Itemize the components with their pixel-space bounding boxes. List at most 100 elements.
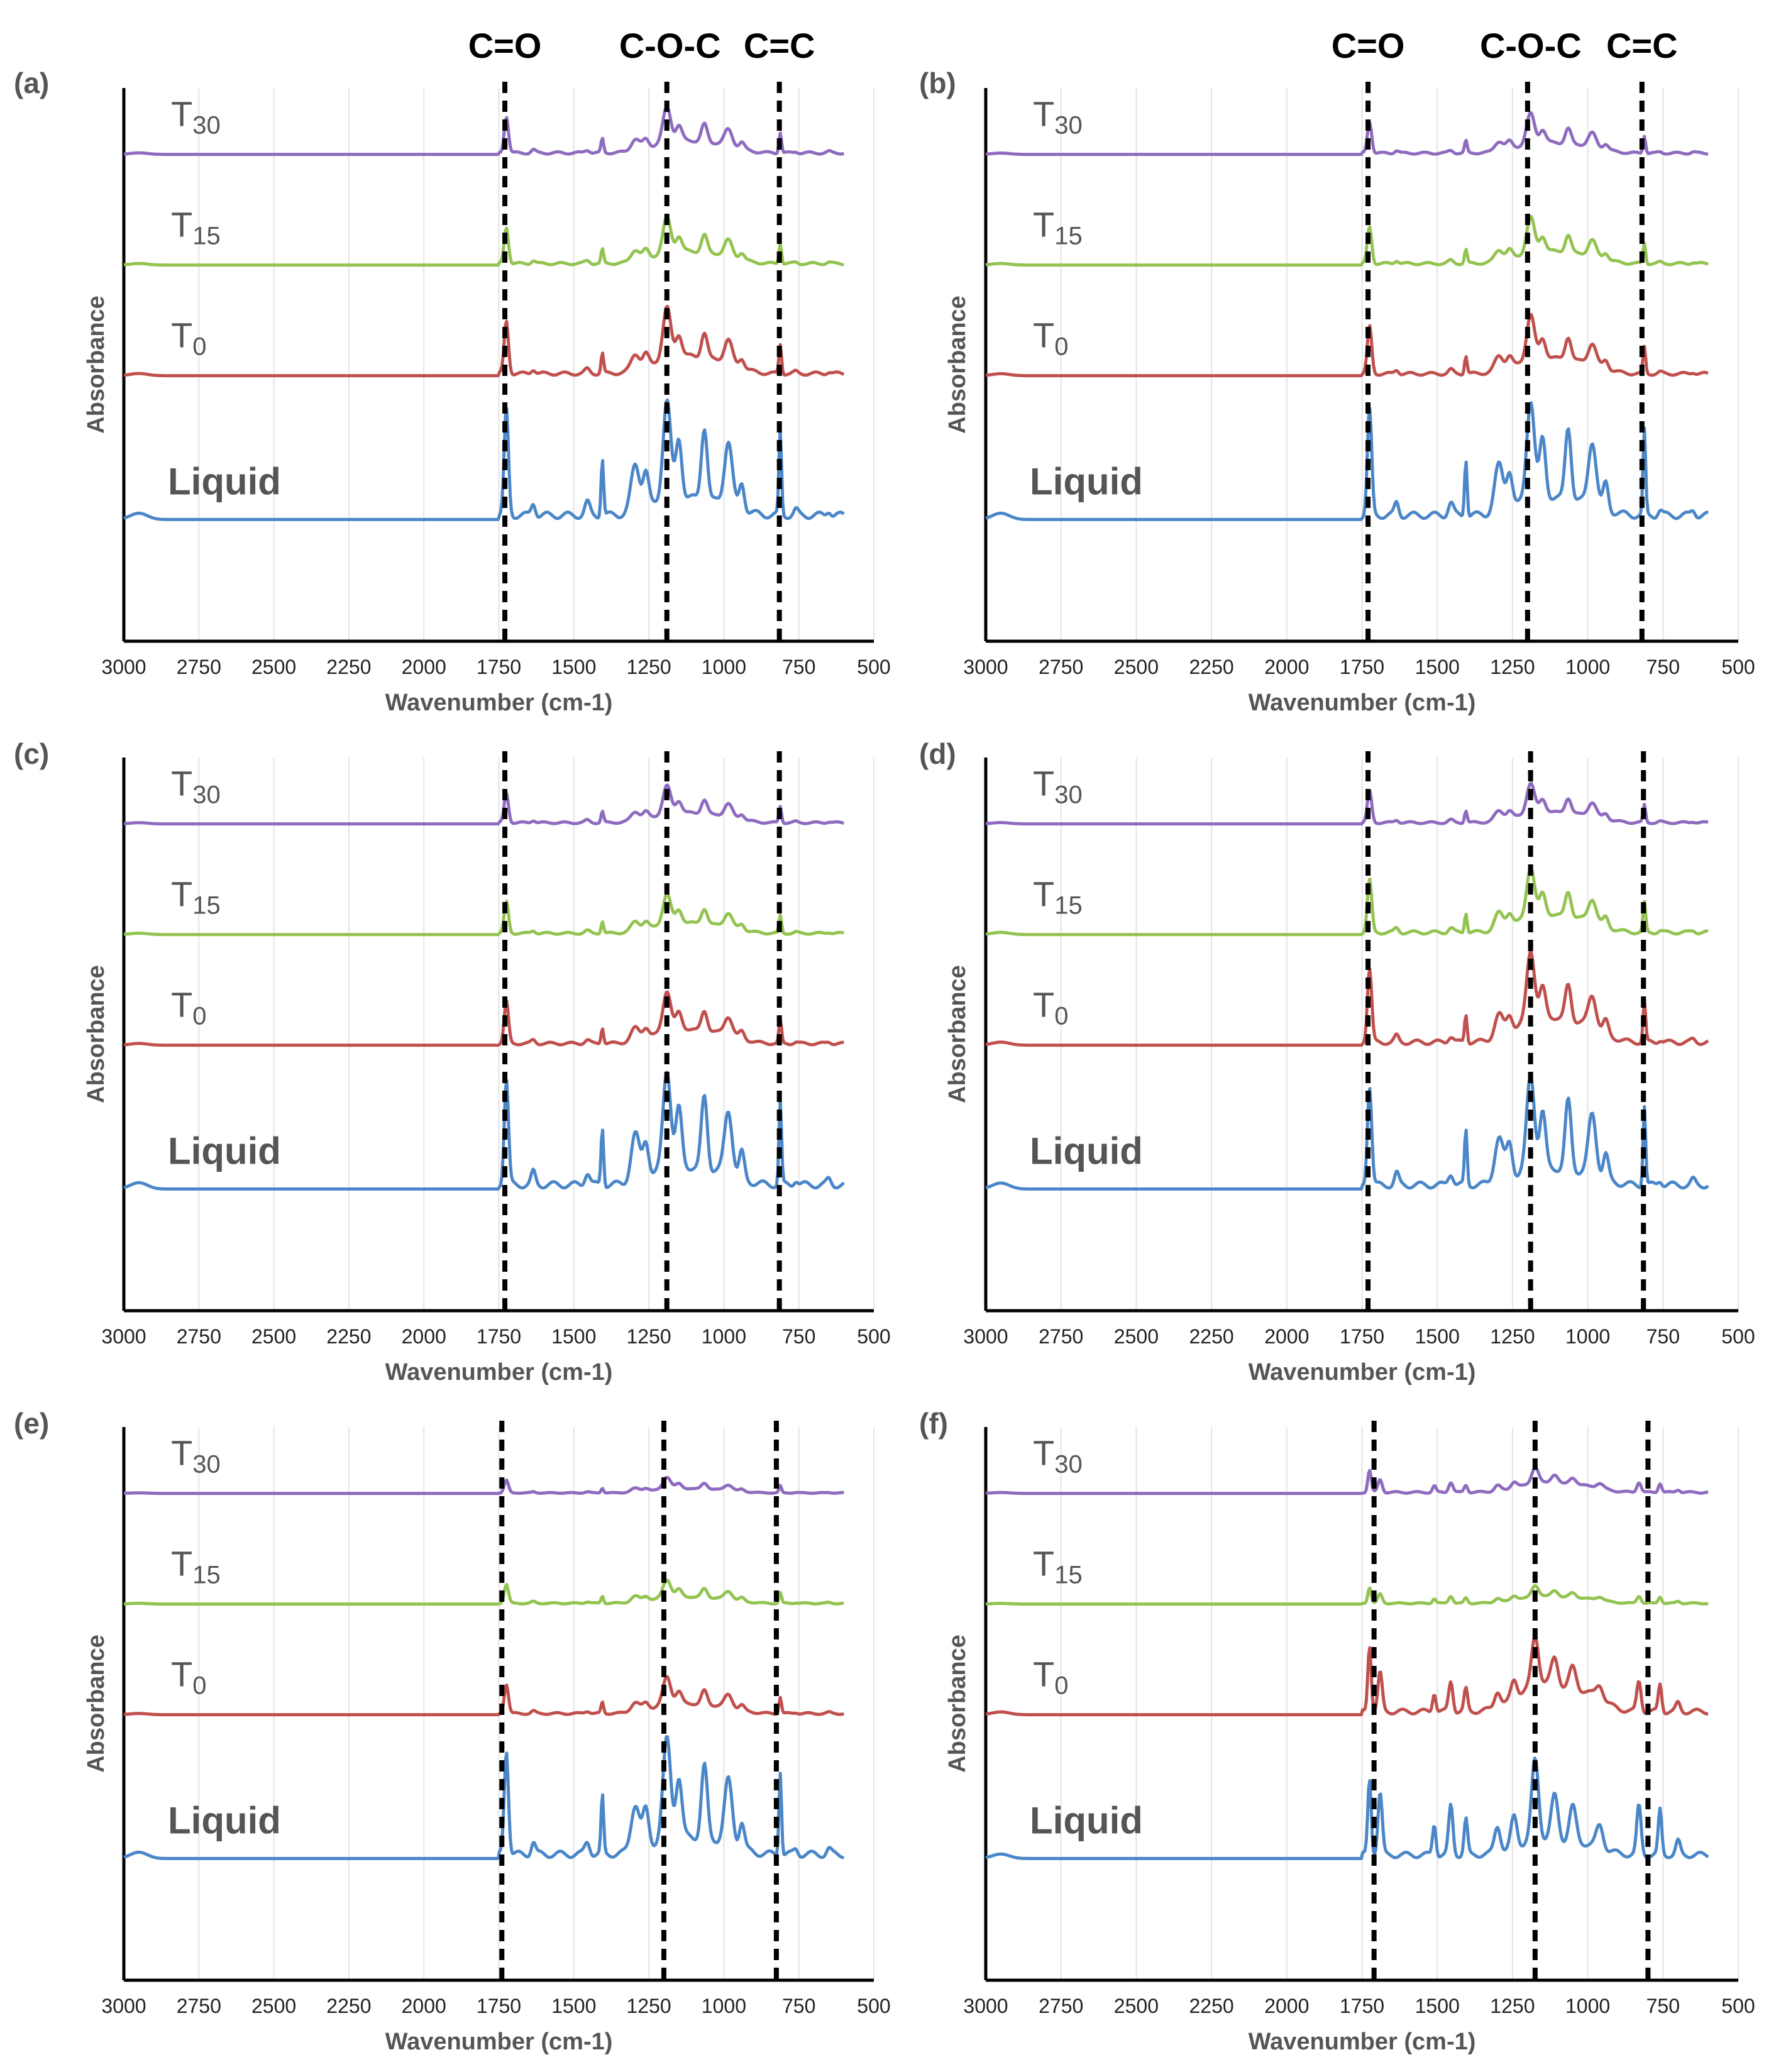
x-tick-label: 500 bbox=[1721, 1325, 1755, 1348]
series-label-liquid: Liquid bbox=[168, 1130, 281, 1172]
x-tick-label: 2000 bbox=[402, 1995, 446, 2017]
series-label-sub: 30 bbox=[1054, 1451, 1083, 1479]
panel-label: (f) bbox=[919, 1407, 948, 1440]
panel-label: (c) bbox=[14, 737, 49, 770]
x-tick-label: 2750 bbox=[1039, 1995, 1083, 2017]
x-tick-label: 2750 bbox=[177, 1325, 221, 1348]
series-label-t15: T15 bbox=[1033, 1544, 1083, 1589]
series-line-liquid bbox=[985, 401, 1709, 521]
series-line-liquid bbox=[123, 1071, 845, 1191]
x-tick-label: 2250 bbox=[326, 656, 371, 678]
x-tick-label: 1750 bbox=[1340, 1325, 1384, 1348]
x-tick-label: 2500 bbox=[251, 656, 296, 678]
series-label-sub: 30 bbox=[1054, 112, 1083, 140]
series-line-liquid bbox=[123, 1735, 844, 1860]
x-tick-label: 1250 bbox=[627, 1995, 671, 2017]
x-tick-label: 3000 bbox=[101, 656, 146, 678]
series-label-liquid: Liquid bbox=[1030, 460, 1143, 502]
series-line-t0 bbox=[123, 990, 844, 1047]
x-tick-label: 2000 bbox=[1264, 1325, 1309, 1348]
x-tick-label: 2750 bbox=[177, 1995, 221, 2017]
series-label-t15: T15 bbox=[171, 1544, 221, 1589]
x-tick-label: 2000 bbox=[402, 656, 446, 678]
series-label-t0: T0 bbox=[171, 316, 206, 361]
y-axis-title: Absorbance bbox=[944, 965, 971, 1103]
series-line-t0 bbox=[985, 951, 1709, 1047]
band-label-ceqo: C=O bbox=[468, 26, 542, 65]
series-label-t30: T30 bbox=[171, 94, 221, 140]
x-tick-label: 1750 bbox=[1340, 1995, 1384, 2017]
series-label-main: T bbox=[171, 985, 192, 1025]
series-label-main: T bbox=[171, 764, 192, 803]
x-tick-label: 1500 bbox=[1415, 656, 1460, 678]
x-tick-label: 1250 bbox=[1490, 1995, 1535, 2017]
panel-d: 3000 2750 2500 2250 2000 1750 1500 1250 1000 750 5… bbox=[919, 737, 1755, 1386]
x-axis-title: Wavenumber (cm-1) bbox=[385, 690, 613, 716]
series-label-liquid: Liquid bbox=[1030, 1130, 1143, 1172]
series-label-sub: 0 bbox=[192, 1003, 206, 1030]
x-tick-label: 2000 bbox=[402, 1325, 446, 1348]
x-tick-label: 1250 bbox=[1490, 1325, 1535, 1348]
series-label-main: T bbox=[1033, 205, 1054, 245]
series-label-liquid: Liquid bbox=[168, 1799, 281, 1841]
series-label-sub: 0 bbox=[1054, 1672, 1068, 1700]
panel-f: 3000 2750 2500 2250 2000 1750 1500 1250 1000 750 5… bbox=[919, 1407, 1755, 2055]
y-axis-title: Absorbance bbox=[83, 295, 109, 434]
series-label-t0: T0 bbox=[1033, 316, 1068, 361]
x-tick-label: 1000 bbox=[1565, 656, 1610, 678]
series-label-main: T bbox=[171, 205, 192, 245]
x-axis-title: Wavenumber (cm-1) bbox=[1249, 2029, 1476, 2055]
panel-label: (a) bbox=[14, 67, 49, 99]
series-label-main: T bbox=[1033, 1544, 1054, 1584]
panel-b: 3000 2750 2500 2250 2000 1750 1500 1250 1000 750 5… bbox=[919, 26, 1755, 716]
series-label-main: T bbox=[171, 1544, 192, 1584]
y-axis-title: Absorbance bbox=[944, 1634, 971, 1773]
panel-e: 3000 2750 2500 2250 2000 1750 1500 1250 1000 750 5… bbox=[14, 1407, 891, 2055]
series-label-main: T bbox=[1033, 874, 1054, 914]
y-axis-title: Absorbance bbox=[944, 295, 971, 434]
panel-label: (b) bbox=[919, 67, 956, 99]
series-label-t30: T30 bbox=[171, 764, 221, 809]
series-label-main: T bbox=[1033, 985, 1054, 1025]
x-tick-label: 2500 bbox=[251, 1995, 296, 2017]
x-tick-label: 1250 bbox=[627, 656, 671, 678]
y-axis-title: Absorbance bbox=[83, 1634, 109, 1773]
x-tick-label: 3000 bbox=[101, 1325, 146, 1348]
band-label-ceqo: C=O bbox=[1332, 26, 1405, 65]
x-tick-label: 1000 bbox=[702, 1325, 746, 1348]
series-line-t15 bbox=[123, 892, 844, 937]
series-label-main: T bbox=[1033, 94, 1054, 134]
series-line-t0 bbox=[985, 312, 1709, 378]
x-tick-label: 750 bbox=[1646, 1995, 1680, 2017]
x-tick-label: 1000 bbox=[1565, 1995, 1610, 2017]
x-tick-label: 1500 bbox=[551, 1995, 596, 2017]
x-tick-label: 2250 bbox=[1189, 656, 1234, 678]
series-line-t30 bbox=[123, 105, 844, 157]
series-label-sub: 15 bbox=[1054, 223, 1083, 250]
series-label-sub: 30 bbox=[1054, 781, 1083, 809]
series-label-t30: T30 bbox=[171, 1433, 221, 1479]
x-tick-label: 750 bbox=[782, 1995, 815, 2017]
series-label-main: T bbox=[1033, 316, 1054, 355]
x-tick-label: 2750 bbox=[1039, 656, 1083, 678]
x-tick-label: 1250 bbox=[627, 1325, 671, 1348]
x-tick-label: 2250 bbox=[1189, 1325, 1234, 1348]
x-tick-label: 2500 bbox=[251, 1325, 296, 1348]
x-tick-label: 1750 bbox=[477, 656, 521, 678]
series-label-sub: 30 bbox=[192, 112, 221, 140]
x-tick-label: 1000 bbox=[1565, 1325, 1610, 1348]
x-tick-label: 750 bbox=[782, 656, 815, 678]
x-tick-label: 500 bbox=[857, 1995, 890, 2017]
series-label-sub: 15 bbox=[192, 892, 221, 920]
band-label-coc: C-O-C bbox=[1480, 26, 1582, 65]
x-axis-title: Wavenumber (cm-1) bbox=[385, 1359, 613, 1386]
x-tick-label: 750 bbox=[1646, 1325, 1680, 1348]
series-label-t30: T30 bbox=[1033, 1433, 1083, 1479]
series-label-liquid: Liquid bbox=[1030, 1799, 1143, 1841]
x-tick-label: 1750 bbox=[477, 1325, 521, 1348]
x-tick-label: 1500 bbox=[1415, 1995, 1460, 2017]
series-line-liquid bbox=[985, 1756, 1709, 1860]
series-line-t15 bbox=[123, 1579, 844, 1606]
x-tick-label: 2000 bbox=[1264, 1995, 1309, 2017]
